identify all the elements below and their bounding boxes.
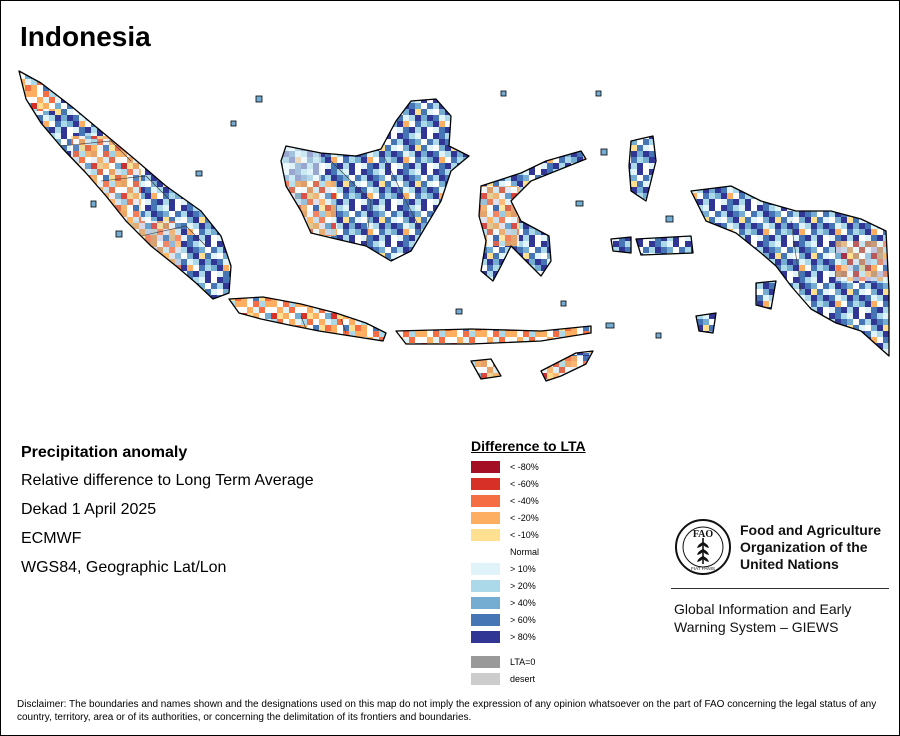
fao-logo-icon: FAO FIAT PANIS bbox=[675, 519, 731, 575]
legend-classes: < -80% < -60% < -40% < -20% < -10% Normal > 10… bbox=[471, 458, 586, 645]
disclaimer: Disclaimer: The boundaries and names sho… bbox=[17, 699, 877, 723]
legend-swatch bbox=[471, 460, 500, 473]
fao-name-line3: United Nations bbox=[740, 556, 839, 572]
map-title: Indonesia bbox=[20, 21, 151, 52]
legend-label: < -10% bbox=[510, 529, 539, 540]
info-projection: WGS84, Geographic Lat/Lon bbox=[21, 559, 227, 576]
legend-item: < -10% bbox=[471, 526, 586, 543]
legend-item: > 40% bbox=[471, 594, 586, 611]
legend-swatch bbox=[471, 613, 500, 626]
province-boundaries bbox=[60, 140, 802, 334]
legend-label: > 80% bbox=[510, 631, 536, 642]
legend-swatch bbox=[471, 545, 500, 558]
legend-swatch bbox=[471, 596, 500, 609]
info-source: ECMWF bbox=[21, 530, 82, 547]
legend-label: > 40% bbox=[510, 597, 536, 608]
legend-swatch bbox=[471, 630, 500, 643]
legend-item: < -80% bbox=[471, 458, 586, 475]
map-info: Precipitation anomaly Relative differenc… bbox=[21, 444, 314, 588]
giews-line2: Warning System – GIEWS bbox=[674, 619, 839, 635]
fao-name-line1: Food and Agriculture bbox=[740, 522, 882, 538]
legend-extra: LTA=0 desert bbox=[471, 653, 586, 687]
legend-item: > 80% bbox=[471, 628, 586, 645]
info-heading: Precipitation anomaly bbox=[21, 444, 188, 461]
giews-line1: Global Information and Early bbox=[674, 601, 852, 617]
legend-item: < -20% bbox=[471, 509, 586, 526]
giews-name: Global Information and Early Warning Sys… bbox=[674, 600, 851, 636]
info-period: Dekad 1 April 2025 bbox=[21, 501, 157, 518]
legend-label: < -80% bbox=[510, 461, 539, 472]
legend-swatch bbox=[471, 494, 500, 507]
legend-label: desert bbox=[510, 673, 536, 684]
legend-label: Normal bbox=[510, 546, 540, 557]
legend-item: > 60% bbox=[471, 611, 586, 628]
legend-label: > 10% bbox=[510, 563, 536, 574]
legend-swatch bbox=[471, 562, 500, 575]
legend-label: LTA=0 bbox=[510, 656, 536, 667]
legend-label: < -60% bbox=[510, 478, 539, 489]
legend-label: < -40% bbox=[510, 495, 539, 506]
legend-item: > 20% bbox=[471, 577, 586, 594]
legend-swatch bbox=[471, 477, 500, 490]
fao-divider bbox=[671, 588, 889, 589]
legend-swatch bbox=[471, 579, 500, 592]
legend-item: < -40% bbox=[471, 492, 586, 509]
legend-swatch bbox=[471, 672, 500, 685]
legend-item: < -60% bbox=[471, 475, 586, 492]
legend-swatch bbox=[471, 655, 500, 668]
legend-label: < -20% bbox=[510, 512, 539, 523]
legend-swatch bbox=[471, 528, 500, 541]
legend-label: > 20% bbox=[510, 580, 536, 591]
land-outlines bbox=[18, 70, 890, 382]
legend-item: desert bbox=[471, 670, 586, 687]
legend-item: LTA=0 bbox=[471, 653, 586, 670]
legend-item: Normal bbox=[471, 543, 586, 560]
precipitation-map bbox=[18, 70, 890, 382]
legend-swatch bbox=[471, 511, 500, 524]
legend: Difference to LTA < -80% < -60% < -40% < -2… bbox=[471, 438, 586, 687]
small-islands bbox=[90, 90, 674, 339]
fao-name-line2: Organization of the bbox=[740, 539, 868, 555]
legend-item: > 10% bbox=[471, 560, 586, 577]
fao-name: Food and Agriculture Organization of the… bbox=[740, 522, 881, 573]
fao-logo-motto: FIAT PANIS bbox=[691, 566, 715, 571]
legend-label: > 60% bbox=[510, 614, 536, 625]
info-description: Relative difference to Long Term Average bbox=[21, 472, 314, 489]
fao-logo-letters: FAO bbox=[693, 529, 714, 540]
legend-title: Difference to LTA bbox=[471, 438, 586, 454]
